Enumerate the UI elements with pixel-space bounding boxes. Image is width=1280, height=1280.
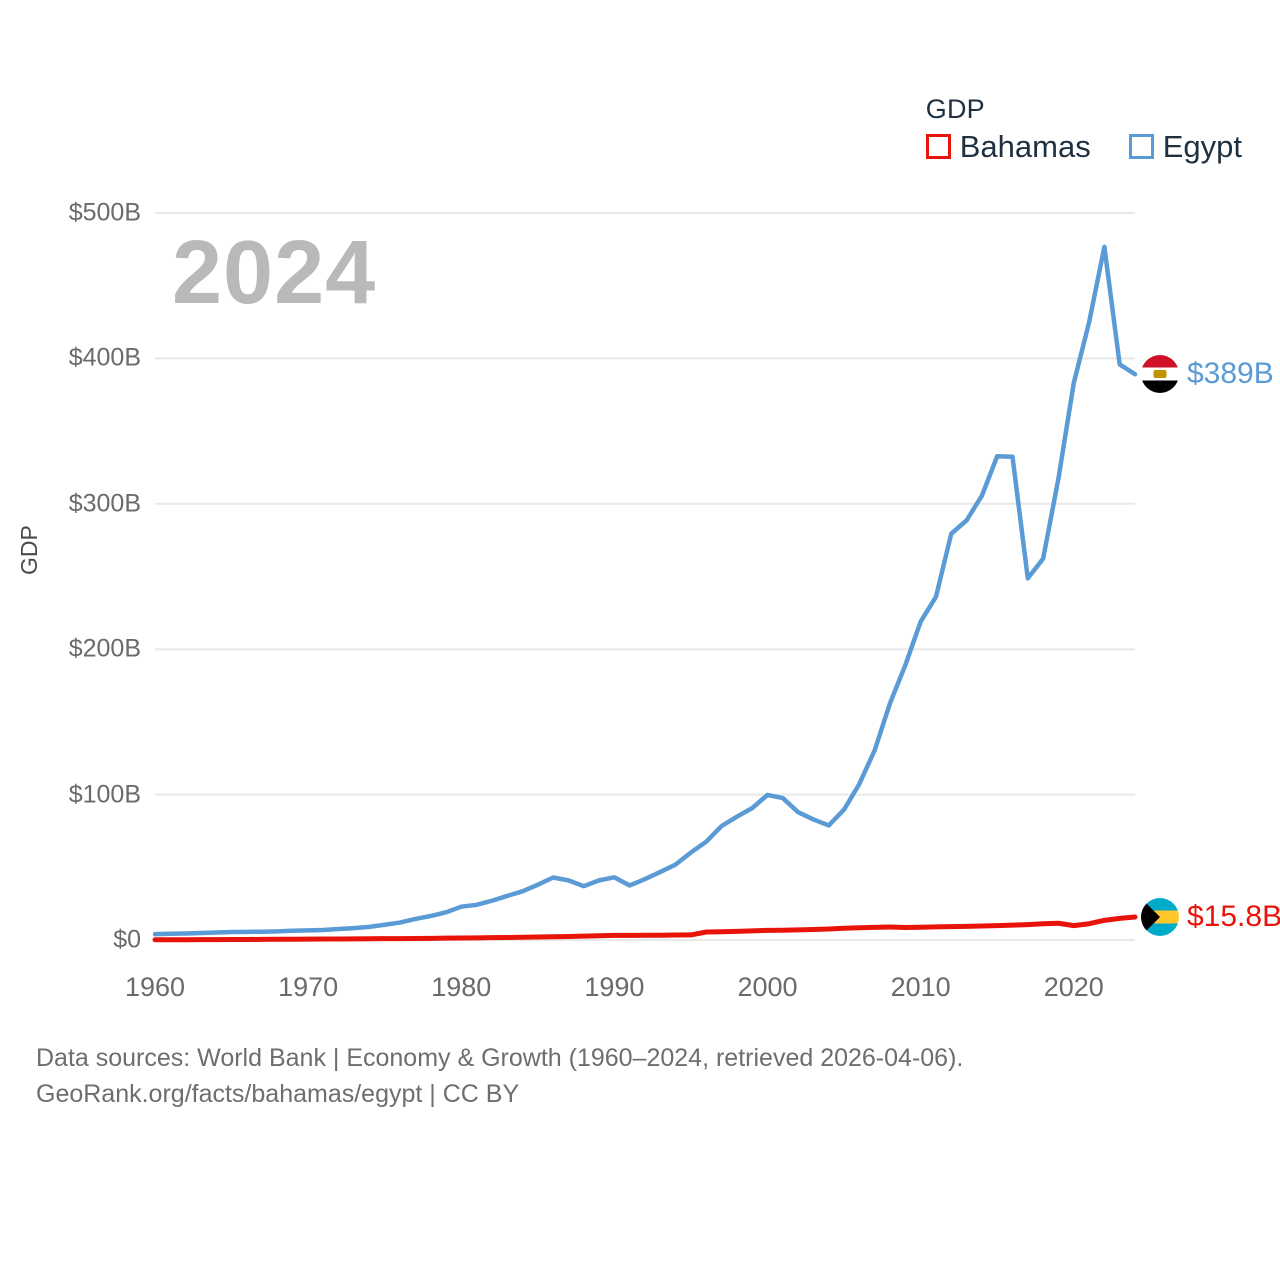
end-label-egypt-value: $389B — [1187, 357, 1274, 391]
y-axis-tick-label: $100B — [68, 780, 141, 809]
y-axis-tick-label: $400B — [68, 343, 141, 372]
x-axis-tick-label: 1980 — [431, 972, 492, 1002]
y-axis-tick-label: $300B — [68, 489, 141, 518]
legend-item-egypt[interactable]: Egypt — [1128, 129, 1242, 164]
legend-item-bahamas[interactable]: Bahamas — [925, 129, 1091, 164]
year-watermark: 2024 — [172, 223, 377, 323]
legend-swatch-bahamas — [925, 134, 951, 159]
chart-footer: Data sources: World Bank | Economy & Gro… — [36, 1040, 963, 1113]
footer-line-1: Data sources: World Bank | Economy & Gro… — [36, 1044, 964, 1072]
chart-legend: GDP Bahamas Egypt — [925, 94, 1242, 164]
egypt-flag-icon — [1141, 355, 1179, 394]
legend-swatch-egypt — [1128, 134, 1154, 159]
legend-label-egypt: Egypt — [1162, 129, 1242, 164]
series-line-bahamas — [152, 914, 1138, 943]
y-axis-tick-label: $200B — [68, 634, 141, 663]
legend-title: GDP — [925, 94, 985, 124]
x-axis-tick-label: 1970 — [278, 972, 339, 1002]
end-label-egypt: $389B — [1141, 355, 1274, 394]
x-axis-tick-label: 2000 — [737, 972, 798, 1002]
y-axis-tick-label: $500B — [68, 198, 141, 227]
x-axis-tick-label: 1990 — [584, 972, 645, 1002]
y-axis-tick-label: $0 — [113, 925, 141, 954]
legend-label-bahamas: Bahamas — [959, 129, 1091, 164]
x-axis-tick-label: 2010 — [890, 972, 951, 1002]
footer-line-2[interactable]: GeoRank.org/facts/bahamas/egypt | CC BY — [36, 1080, 520, 1109]
end-label-bahamas-value: $15.8B — [1187, 900, 1280, 934]
bahamas-flag-icon — [1141, 898, 1179, 937]
bahamas-triangle-icon — [1141, 898, 1160, 937]
x-axis-tick-label: 1960 — [124, 972, 186, 1002]
egypt-eagle-emblem-icon — [1153, 370, 1167, 379]
x-axis-tick-label: 2020 — [1043, 972, 1104, 1002]
series-line-egypt — [152, 244, 1138, 937]
end-label-bahamas: $15.8B — [1141, 898, 1280, 937]
